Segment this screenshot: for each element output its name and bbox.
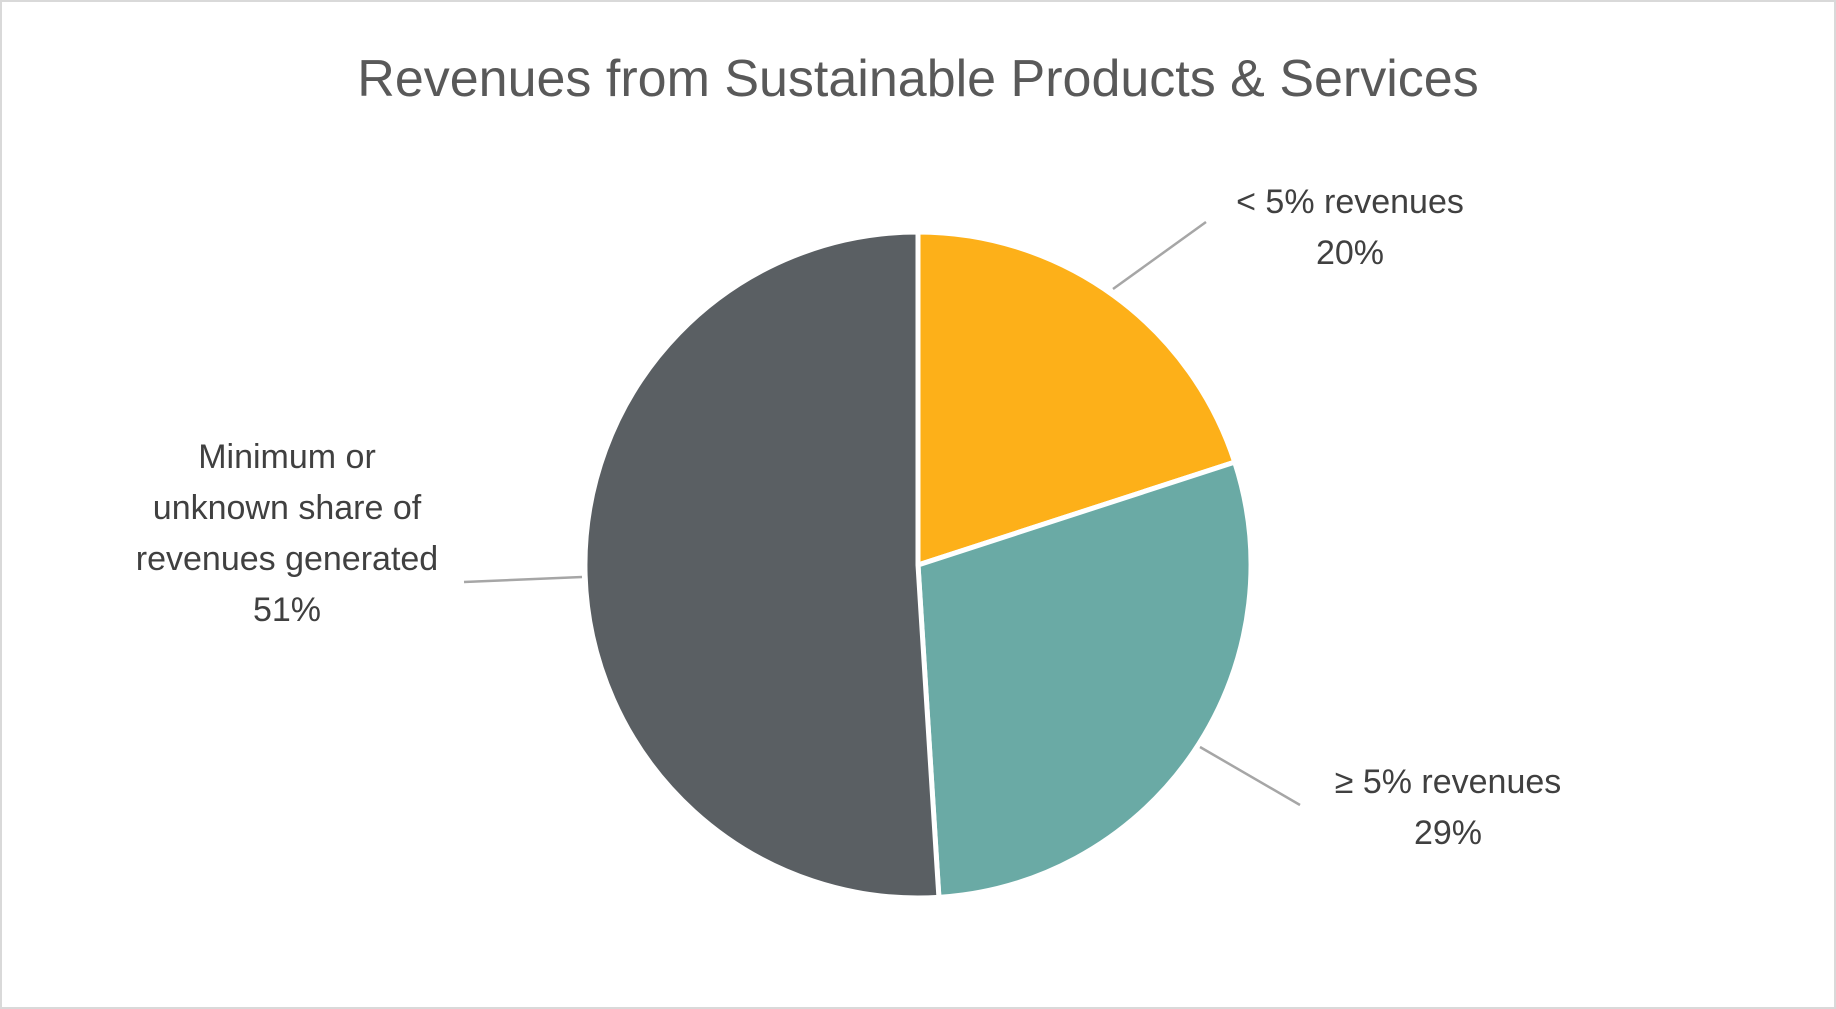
- chart-title: Revenues from Sustainable Products & Ser…: [357, 50, 1478, 108]
- data-label-category: Minimum or: [198, 438, 376, 476]
- data-labels: < 5% revenues 20% ≥ 5% revenues 29% Minimum …: [136, 183, 1562, 852]
- leader-line-2: [1199, 745, 1301, 807]
- pie-slices: [582, 229, 1254, 901]
- data-label-3: Minimum or unknown share of revenues gener…: [136, 438, 438, 629]
- leader-lines: [463, 220, 1301, 807]
- data-label-category: ≥ 5% revenues: [1335, 763, 1562, 801]
- pie-slice-3: [582, 229, 942, 901]
- data-label-2: ≥ 5% revenues 29%: [1335, 763, 1562, 852]
- data-label-1: < 5% revenues 20%: [1236, 183, 1464, 272]
- data-label-percent: 29%: [1414, 814, 1482, 852]
- leader-line-3: [463, 575, 583, 584]
- data-label-category: < 5% revenues: [1236, 183, 1464, 221]
- data-label-percent: 20%: [1316, 234, 1384, 272]
- pie-slice-2: [915, 459, 1254, 900]
- data-label-category: revenues generated: [136, 540, 438, 578]
- data-label-percent: 51%: [253, 591, 321, 629]
- data-label-category: unknown share of: [153, 489, 422, 527]
- pie-slice-1: [915, 229, 1238, 568]
- leader-line-1: [1112, 220, 1207, 291]
